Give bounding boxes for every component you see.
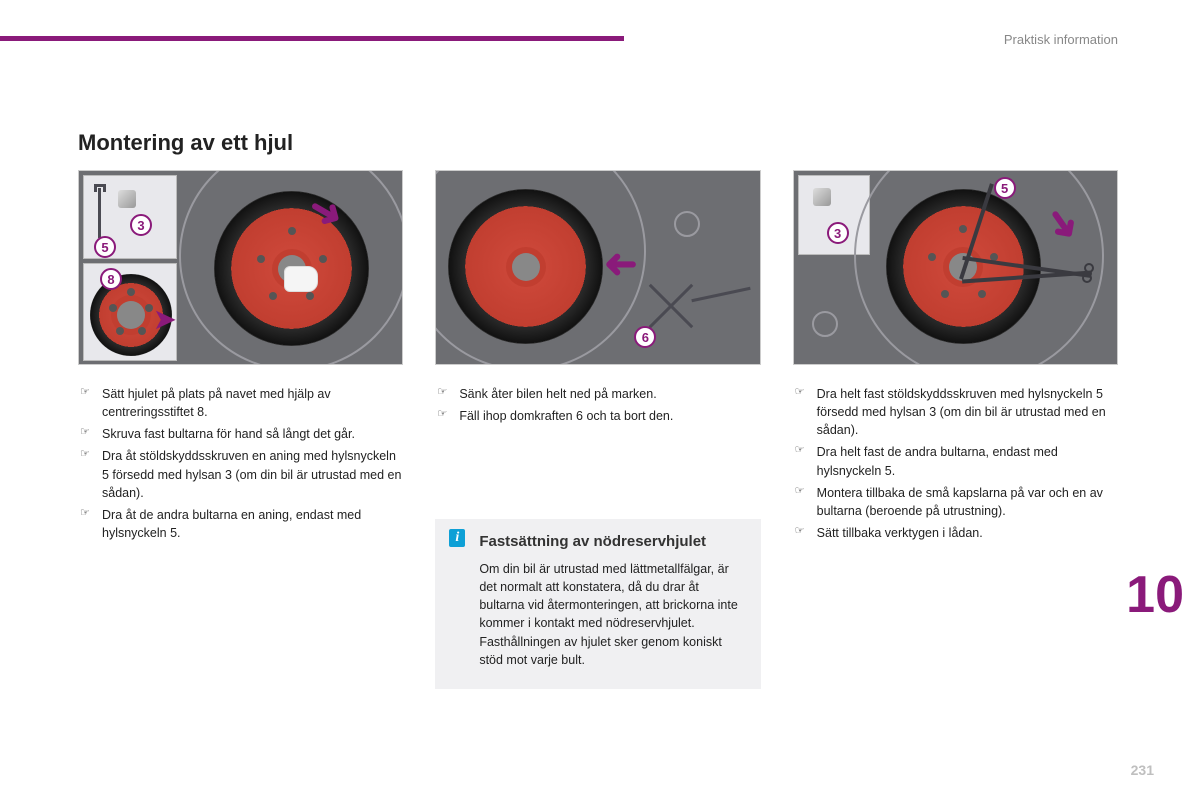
bullet: Sänk åter bilen helt ned på marken. — [435, 385, 760, 403]
bullet: Dra åt stöldskyddsskruven en aning med h… — [78, 447, 403, 501]
bullet: Montera tillbaka de små kapslarna på var… — [793, 484, 1118, 520]
content-columns: 3 5 8 ➤ — [78, 170, 1118, 689]
bullets-3: Dra helt fast stöldskyddsskruven med hyl… — [793, 385, 1118, 546]
bullet: Dra helt fast de andra bultarna, endast … — [793, 443, 1118, 479]
info-box: i Fastsättning av nödreservhjulet Om din… — [435, 519, 760, 689]
badge-8: 8 — [100, 268, 122, 290]
bullets-2: Sänk åter bilen helt ned på marken. Fäll… — [435, 385, 760, 429]
info-body: Om din bil är utrustad med lättmetallfäl… — [479, 560, 742, 669]
bullet: Skruva fast bultarna för hand så långt d… — [78, 425, 403, 443]
page-number: 231 — [1131, 762, 1154, 778]
column-1: 3 5 8 ➤ — [78, 170, 403, 689]
section-label: Praktisk information — [1004, 32, 1118, 47]
column-2: ➜ 6 Sänk åter bilen helt ned på marken. … — [435, 170, 760, 689]
illustration-2: ➜ 6 — [435, 170, 760, 365]
badge-5: 5 — [94, 236, 116, 258]
illustration-1: 3 5 8 ➤ — [78, 170, 403, 365]
illustration-3: 3 5 ➜ — [793, 170, 1118, 365]
badge-5b: 5 — [994, 177, 1016, 199]
bullet: Dra helt fast stöldskyddsskruven med hyl… — [793, 385, 1118, 439]
info-icon: i — [449, 529, 465, 547]
column-3: 3 5 ➜ Dra helt fast stöldskyddsskruven m… — [793, 170, 1118, 689]
badge-3: 3 — [130, 214, 152, 236]
bullet: Sätt hjulet på plats på navet med hjälp … — [78, 385, 403, 421]
badge-6: 6 — [634, 326, 656, 348]
page-title: Montering av ett hjul — [78, 130, 293, 156]
bullet: Fäll ihop domkraften 6 och ta bort den. — [435, 407, 760, 425]
chapter-number: 10 — [1126, 565, 1200, 625]
badge-3b: 3 — [827, 222, 849, 244]
header-accent-bar — [0, 36, 624, 41]
bullet: Sätt tillbaka verktygen i lådan. — [793, 524, 1118, 542]
bullet: Dra åt de andra bultarna en aning, endas… — [78, 506, 403, 542]
bullets-1: Sätt hjulet på plats på navet med hjälp … — [78, 385, 403, 546]
info-title: Fastsättning av nödreservhjulet — [479, 533, 742, 552]
